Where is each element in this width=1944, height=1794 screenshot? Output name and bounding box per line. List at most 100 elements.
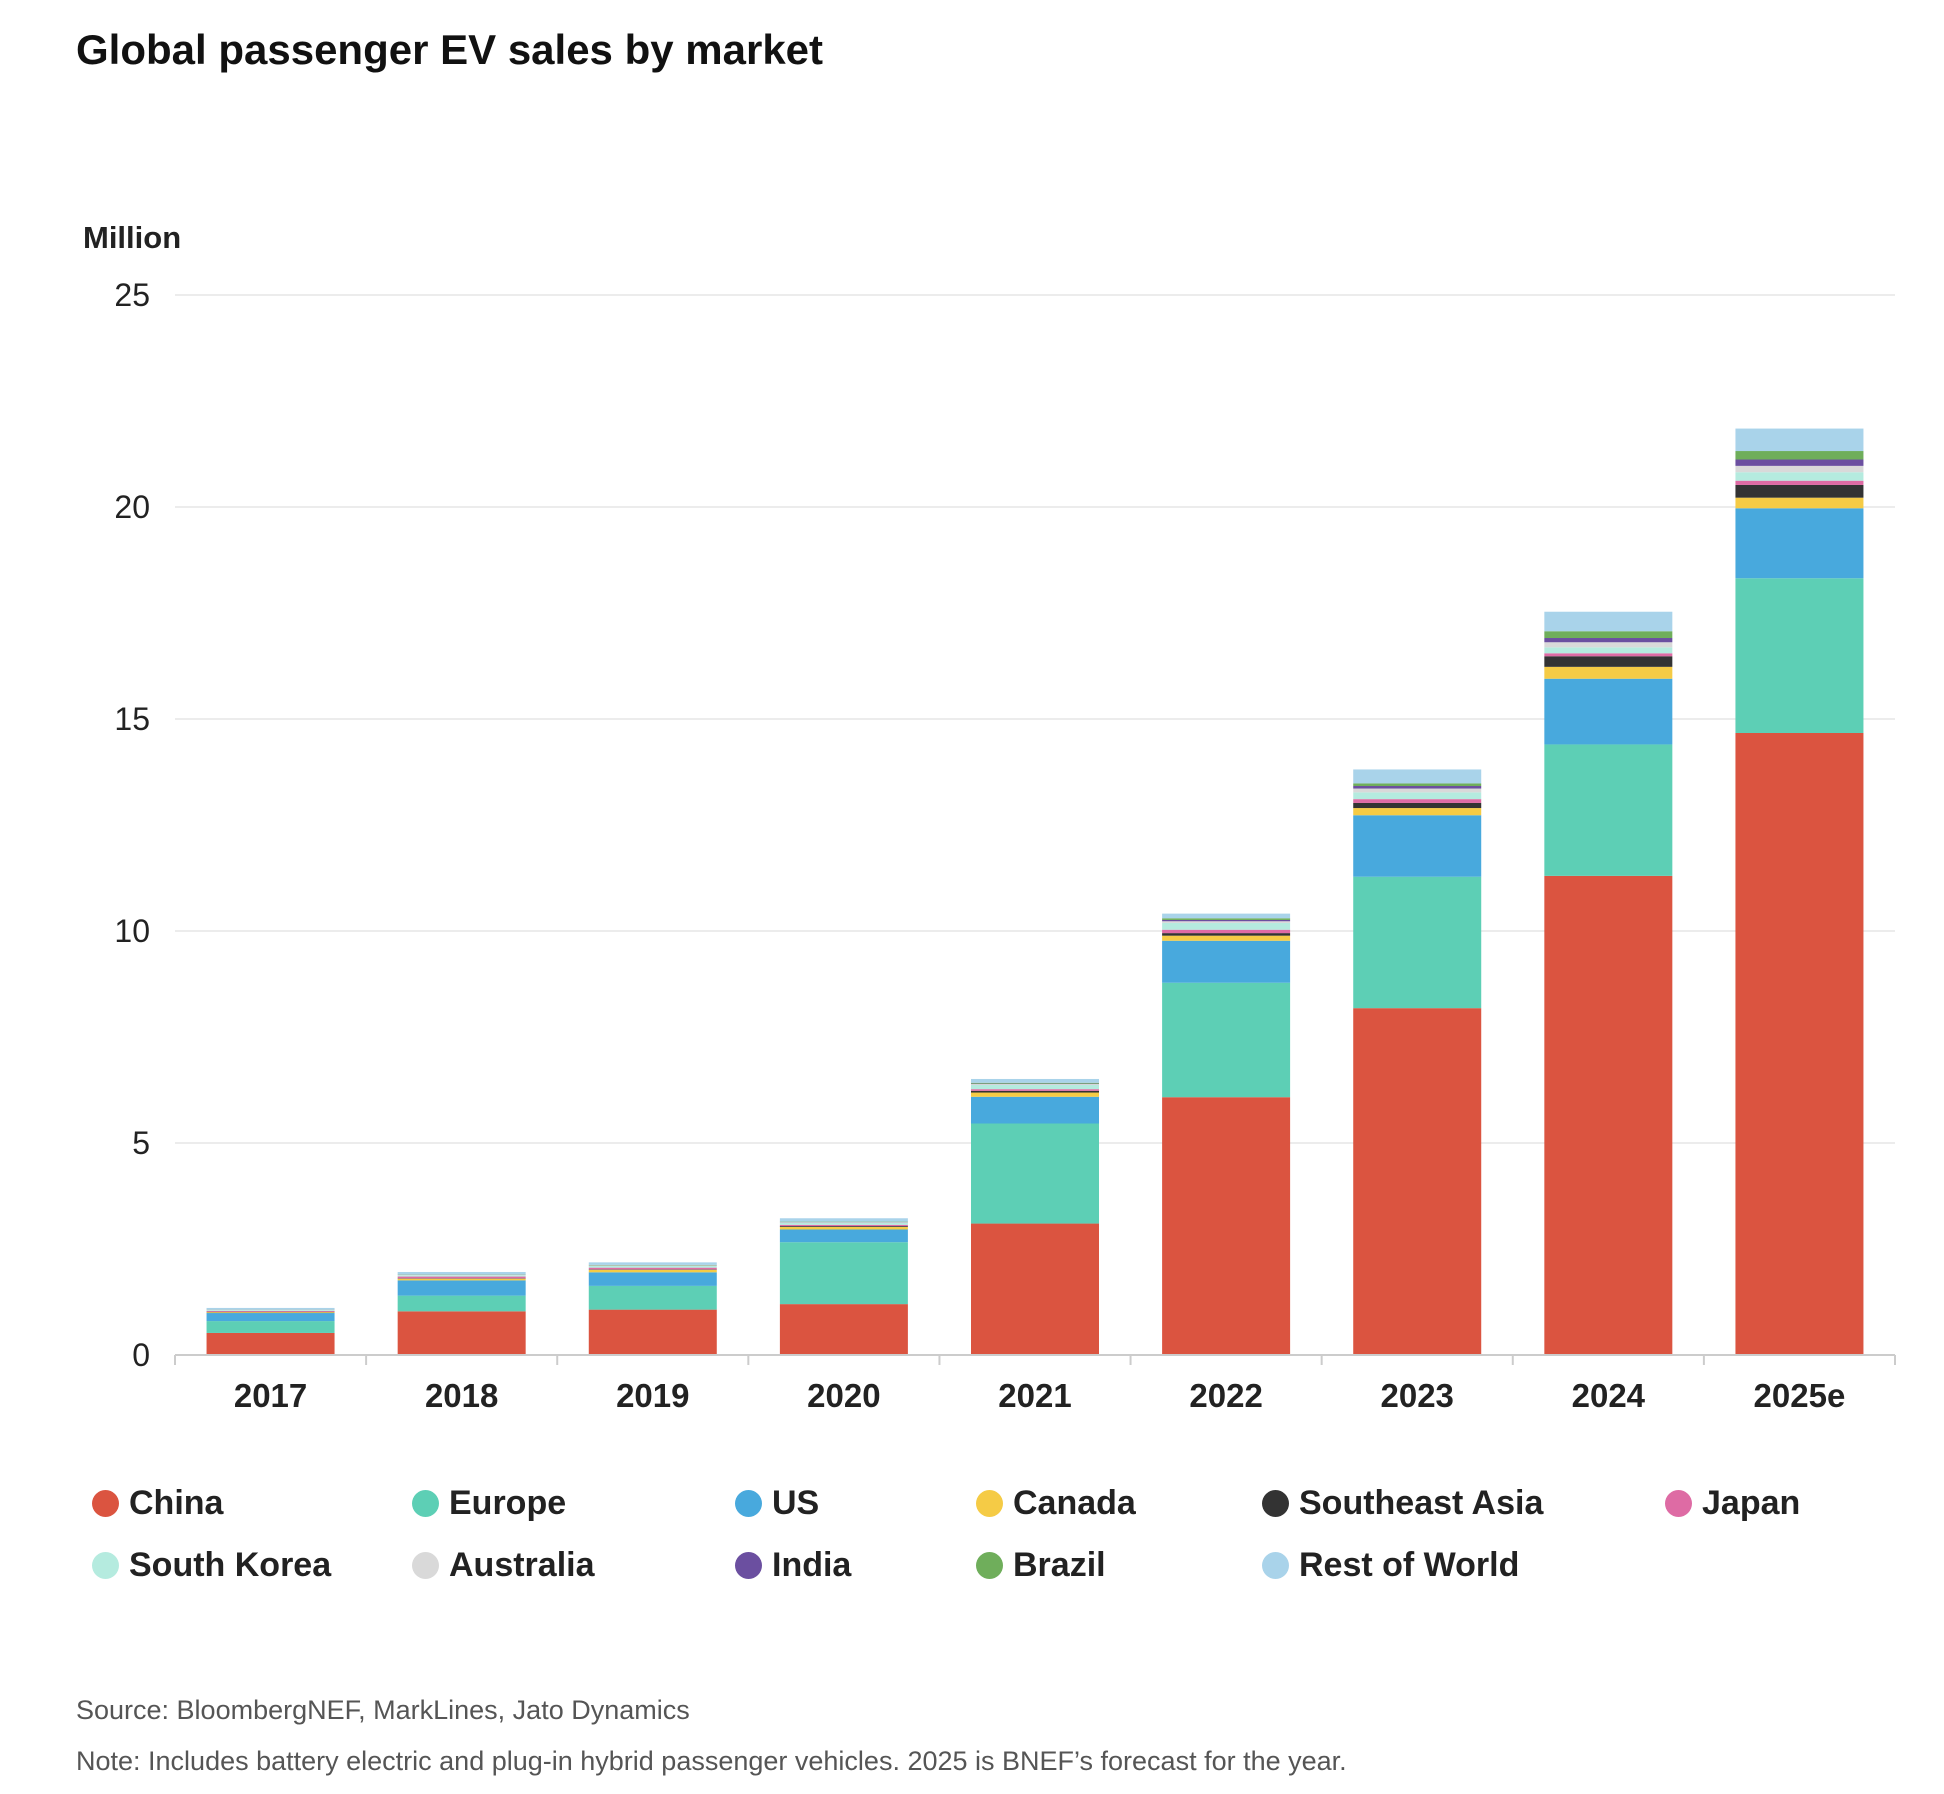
bar-rest-of-world-2024 bbox=[1544, 611, 1673, 632]
bar-europe-2021 bbox=[971, 1123, 1099, 1224]
legend-swatch bbox=[735, 1552, 762, 1579]
legend-label: Canada bbox=[1013, 1484, 1136, 1522]
bar-southeast-asia-2024 bbox=[1544, 656, 1673, 667]
bar-southeast-asia-2023 bbox=[1353, 802, 1482, 809]
legend-item-southeast-asia: Southeast Asia bbox=[1262, 1484, 1543, 1523]
bar-us-2017 bbox=[206, 1313, 335, 1322]
bar-south-korea-2020 bbox=[779, 1222, 908, 1225]
bar-stack-2021 bbox=[971, 1078, 1099, 1355]
legend-swatch bbox=[735, 1490, 762, 1517]
legend-label: Brazil bbox=[1013, 1546, 1106, 1584]
bar-us-2023 bbox=[1353, 815, 1482, 877]
x-tick-label: 2025e bbox=[1754, 1377, 1846, 1414]
legend-swatch bbox=[92, 1552, 119, 1579]
bar-europe-2023 bbox=[1353, 876, 1482, 1009]
x-tick-label: 2023 bbox=[1381, 1377, 1454, 1414]
bar-japan-2024 bbox=[1544, 653, 1673, 657]
bar-south-korea-2024 bbox=[1544, 647, 1673, 654]
bar-china-2021 bbox=[971, 1223, 1099, 1355]
bar-india-2025e bbox=[1735, 459, 1864, 466]
bar-australia-2025e bbox=[1735, 465, 1864, 473]
bar-china-2024 bbox=[1544, 875, 1673, 1355]
bar-canada-2019 bbox=[588, 1269, 717, 1273]
bar-brazil-2021 bbox=[971, 1082, 1099, 1084]
legend-item-china: China bbox=[92, 1484, 223, 1523]
bar-europe-2018 bbox=[397, 1295, 526, 1312]
legend-item-india: India bbox=[735, 1546, 851, 1585]
legend-label: China bbox=[129, 1484, 224, 1522]
bar-india-2023 bbox=[1353, 785, 1482, 789]
bar-europe-2022 bbox=[1162, 982, 1291, 1098]
bar-rest-of-world-2025e bbox=[1735, 428, 1864, 452]
legend-label: Rest of World bbox=[1299, 1546, 1520, 1584]
bar-south-korea-2021 bbox=[971, 1084, 1099, 1090]
legend-swatch bbox=[1262, 1552, 1289, 1579]
bar-stack-2018 bbox=[397, 1271, 526, 1355]
bar-us-2018 bbox=[397, 1280, 526, 1296]
bar-stack-2022 bbox=[1162, 913, 1291, 1355]
bar-canada-2024 bbox=[1544, 666, 1673, 679]
bar-rest-of-world-2020 bbox=[779, 1218, 908, 1222]
x-tick-label: 2017 bbox=[234, 1377, 307, 1414]
bar-southeast-asia-2025e bbox=[1735, 484, 1864, 498]
bar-us-2019 bbox=[588, 1272, 717, 1286]
y-tick-label: 0 bbox=[132, 1337, 150, 1373]
legend-item-canada: Canada bbox=[976, 1484, 1136, 1523]
bar-south-korea-2023 bbox=[1353, 792, 1482, 800]
bar-australia-2022 bbox=[1162, 921, 1291, 923]
legend-item-rest-of-world: Rest of World bbox=[1262, 1546, 1519, 1585]
legend-item-australia: Australia bbox=[412, 1546, 595, 1585]
bar-brazil-2022 bbox=[1162, 918, 1291, 920]
bar-stack-2019 bbox=[588, 1262, 717, 1355]
bar-us-2022 bbox=[1162, 940, 1291, 983]
legend-item-europe: Europe bbox=[412, 1484, 566, 1523]
legend-item-brazil: Brazil bbox=[976, 1546, 1106, 1585]
y-tick-label: 5 bbox=[132, 1125, 150, 1161]
bar-south-korea-2022 bbox=[1162, 922, 1291, 930]
legend-label: Southeast Asia bbox=[1299, 1484, 1544, 1522]
legend-swatch bbox=[1262, 1490, 1289, 1517]
bar-rest-of-world-2021 bbox=[971, 1078, 1099, 1083]
bar-stack-2024 bbox=[1544, 611, 1673, 1355]
bar-canada-2025e bbox=[1735, 497, 1864, 509]
axes bbox=[174, 1354, 1896, 1365]
bar-canada-2021 bbox=[971, 1092, 1099, 1097]
bar-rest-of-world-2023 bbox=[1353, 769, 1482, 784]
bar-stack-2020 bbox=[779, 1218, 908, 1355]
bar-canada-2022 bbox=[1162, 935, 1291, 941]
bar-india-2022 bbox=[1162, 919, 1291, 922]
bar-japan-2022 bbox=[1162, 929, 1291, 934]
x-tick-label: 2020 bbox=[807, 1377, 880, 1414]
bar-southeast-asia-2020 bbox=[779, 1226, 908, 1227]
legend-item-japan: Japan bbox=[1665, 1484, 1800, 1523]
bar-europe-2017 bbox=[206, 1321, 335, 1333]
bar-rest-of-world-2018 bbox=[397, 1271, 526, 1275]
bar-china-2019 bbox=[588, 1309, 717, 1355]
legend-swatch bbox=[412, 1490, 439, 1517]
bar-south-korea-2018 bbox=[397, 1275, 526, 1277]
bar-southeast-asia-2022 bbox=[1162, 933, 1291, 936]
bar-south-korea-2025e bbox=[1735, 472, 1864, 481]
x-tick-labels: 2017 2018 2019 2020 2021 2022 2023 2024 2025e bbox=[234, 1377, 1845, 1414]
bar-canada-2017 bbox=[206, 1312, 335, 1314]
bar-stack-2023 bbox=[1353, 769, 1482, 1355]
y-tick-label: 10 bbox=[114, 913, 150, 949]
legend-label: Australia bbox=[449, 1546, 595, 1584]
bar-us-2025e bbox=[1735, 508, 1864, 579]
x-tick-label: 2024 bbox=[1572, 1377, 1646, 1414]
bar-south-korea-2017 bbox=[206, 1310, 335, 1311]
bar-australia-2024 bbox=[1544, 642, 1673, 648]
bar-india-2024 bbox=[1544, 638, 1673, 643]
bar-us-2020 bbox=[779, 1229, 908, 1243]
legend: China Europe US Canada Southeast Asia Japan So… bbox=[92, 1484, 1932, 1614]
legend-swatch bbox=[92, 1490, 119, 1517]
bar-japan-2017 bbox=[206, 1310, 335, 1312]
bar-us-2021 bbox=[971, 1096, 1099, 1124]
bar-stack-2017 bbox=[206, 1307, 335, 1355]
legend-label: Japan bbox=[1702, 1484, 1801, 1522]
legend-label: India bbox=[772, 1546, 852, 1584]
bar-japan-2020 bbox=[779, 1224, 908, 1227]
bar-canada-2023 bbox=[1353, 808, 1482, 816]
bar-europe-2020 bbox=[779, 1242, 908, 1305]
